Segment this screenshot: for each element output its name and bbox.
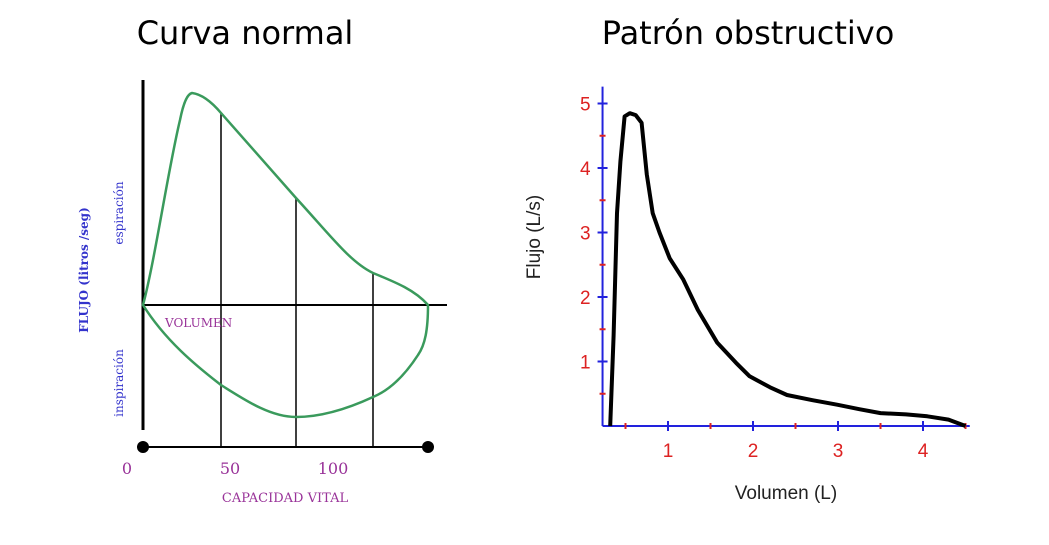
vital-capacity-start-dot <box>137 441 149 453</box>
y-tick-label: 3 <box>580 224 591 245</box>
x-tick-label: 4 <box>918 441 929 462</box>
x-tick-label: 100 <box>318 459 349 478</box>
flow-volume-curve <box>608 111 967 428</box>
expiration-label: espiración <box>112 181 126 244</box>
inspiration-label: inspiración <box>112 349 126 417</box>
x-tick-label: 50 <box>220 459 240 478</box>
normal-curve-chart: FLUJO (litros /seg) espiración inspiraci… <box>77 80 447 506</box>
volume-label: VOLUMEN <box>164 316 232 330</box>
y-tick-label: 2 <box>580 288 591 309</box>
x-tick-label: 0 <box>122 459 132 478</box>
x-tick-label: 2 <box>748 441 759 462</box>
x-tick-label: 1 <box>663 441 674 462</box>
y-tick-label: 5 <box>580 95 591 116</box>
right-chart-title: Patrón obstructivo <box>601 14 895 52</box>
vital-capacity-label: CAPACIDAD VITAL <box>222 491 349 506</box>
x-axis-label: Volumen (L) <box>735 483 837 504</box>
y-tick-label: 4 <box>580 159 591 180</box>
left-chart-title: Curva normal <box>136 14 354 52</box>
y-axis-label: Flujo (L/s) <box>524 195 545 279</box>
flow-volume-loop <box>141 91 430 419</box>
flow-axis-label: FLUJO (litros /seg) <box>77 207 91 333</box>
x-tick-label: 3 <box>833 441 844 462</box>
y-tick-label: 1 <box>580 353 591 374</box>
vital-capacity-end-dot <box>422 441 434 453</box>
